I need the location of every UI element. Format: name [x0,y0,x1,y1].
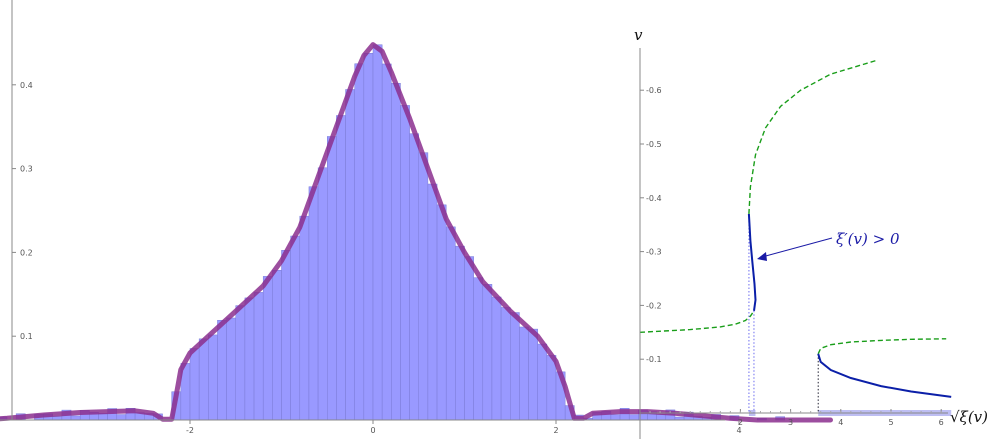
annotation-label: ξ′(v) > 0 [836,230,900,248]
histogram-bar [537,343,548,421]
x-tick-label: 4 [736,426,741,435]
histogram-bar [281,250,291,421]
histogram-bar [400,105,410,421]
histogram-bar [217,320,227,421]
histogram-bar [317,167,328,421]
histogram-bar [189,348,200,421]
density-curve [0,42,833,423]
histogram-bar [52,416,63,421]
histogram-bar [628,414,639,421]
histogram-bar [473,277,484,421]
histogram-bar [372,44,383,421]
histogram-bar [290,235,301,421]
histogram-bar [418,152,429,421]
histogram-bar [354,63,365,421]
histogram-bar [244,297,255,421]
x-tick-label: 0 [370,426,375,435]
x-tick-label: 4 [838,418,843,427]
histogram-bar [546,355,557,421]
annotation-arrow [761,237,833,258]
histogram-bar [427,183,438,421]
y-tick-label: 0.1 [20,332,33,341]
y-tick-label: -0.1 [646,355,662,364]
y-tick-label: -0.6 [646,86,662,95]
right-x-axis-title: √ξ(v) [950,408,988,426]
y-tick-label: -0.2 [646,301,662,310]
x-tick-label: 3 [788,418,793,427]
unstable-branch-line [639,310,755,333]
histogram-bar [519,326,529,421]
stable-branch-line [747,213,757,311]
histogram-bar [528,328,538,421]
x-tick-label: 5 [888,418,893,427]
left-tick-marks: -2 0 2 40.10.20.30.4 [12,81,742,435]
histogram-bar [272,270,282,421]
unstable-branch-line [748,59,877,214]
histogram-bar [253,292,264,421]
unstable-branch-line [817,338,947,355]
histogram-bar [464,256,474,421]
histogram-bar [500,307,511,421]
histogram-bar [235,305,246,421]
right-y-axis-title: v [634,26,643,44]
histogram-bar [70,415,81,421]
histogram-bar [391,83,401,421]
histogram-bar [345,89,355,421]
x-tick-label: 2 [738,418,743,427]
histogram-bar [198,338,209,421]
histogram-bar [262,276,273,421]
histogram-chart: -2 0 2 40.10.20.30.4 [0,0,833,435]
histogram-bar [409,133,420,421]
right-tick-marks: 2 3 4 5 6 -0.1 -0.2 -0.3 -0.4 -0.5 -0.6 [640,86,944,427]
histogram-bar [226,317,237,421]
histogram-bar [327,136,337,421]
histogram-bar [98,413,108,421]
histogram-bar [336,115,346,421]
x-tick-label: 6 [939,418,944,427]
histogram-bar [299,215,310,421]
histogram-bar [116,414,127,421]
stable-branch-line [817,353,952,398]
histogram-bar [363,52,374,421]
y-tick-label: 0.2 [20,248,33,257]
branch-curves [639,59,952,398]
y-tick-label: -0.5 [646,140,662,149]
histogram-bar [510,312,520,421]
y-tick-label: -0.3 [646,248,662,257]
x-tick-label: -2 [186,426,194,435]
histogram-bar [656,414,667,421]
histogram-bar [482,284,493,421]
histogram-bar [208,334,218,421]
histogram-bar [610,414,621,421]
y-tick-label: 0.3 [20,165,33,174]
y-tick-label: 0.4 [20,81,33,90]
bifurcation-chart: 2 3 4 5 6 -0.1 -0.2 -0.3 -0.4 -0.5 -0.6 v √ξ(v) ξ′… [634,26,988,439]
histogram-bars [0,44,785,421]
x-tick-label: 2 [553,426,558,435]
guide-lines [748,213,819,413]
histogram-bar [436,204,447,421]
annotation-arrowhead [757,252,767,261]
histogram-bar [381,63,392,421]
histogram-bar [491,296,502,421]
histogram-bar [455,245,465,421]
histogram-bar [308,186,319,421]
histogram-bar [445,226,456,421]
y-tick-label: -0.4 [646,194,662,203]
